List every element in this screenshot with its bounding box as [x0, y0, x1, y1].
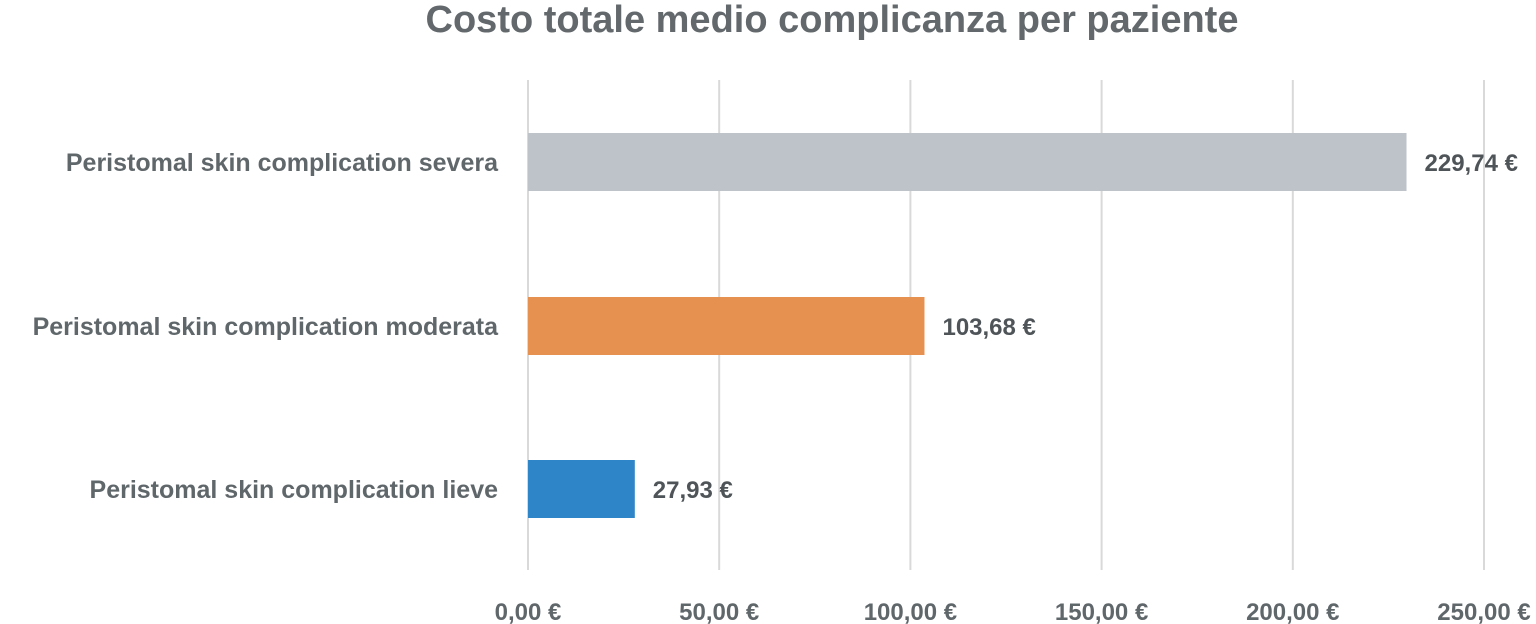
category-label: Peristomal skin complication lieve — [90, 476, 499, 504]
x-tick-label: 150,00 € — [1055, 599, 1148, 624]
data-label: 229,74 € — [1425, 150, 1518, 177]
x-tick-label: 200,00 € — [1246, 599, 1339, 624]
data-label: 27,93 € — [653, 477, 733, 504]
category-label: Peristomal skin complication severa — [66, 149, 499, 177]
x-tick-label: 0,00 € — [495, 599, 562, 624]
x-tick-label: 100,00 € — [864, 599, 957, 624]
chart-title: Costo totale medio complicanza per pazie… — [425, 0, 1239, 41]
x-tick-label: 50,00 € — [679, 599, 759, 624]
category-label: Peristomal skin complication moderata — [33, 313, 500, 341]
bar — [528, 133, 1407, 191]
bar — [528, 460, 635, 518]
data-label: 103,68 € — [942, 314, 1035, 341]
x-tick-label: 250,00 € — [1437, 599, 1530, 624]
bar — [528, 297, 925, 355]
